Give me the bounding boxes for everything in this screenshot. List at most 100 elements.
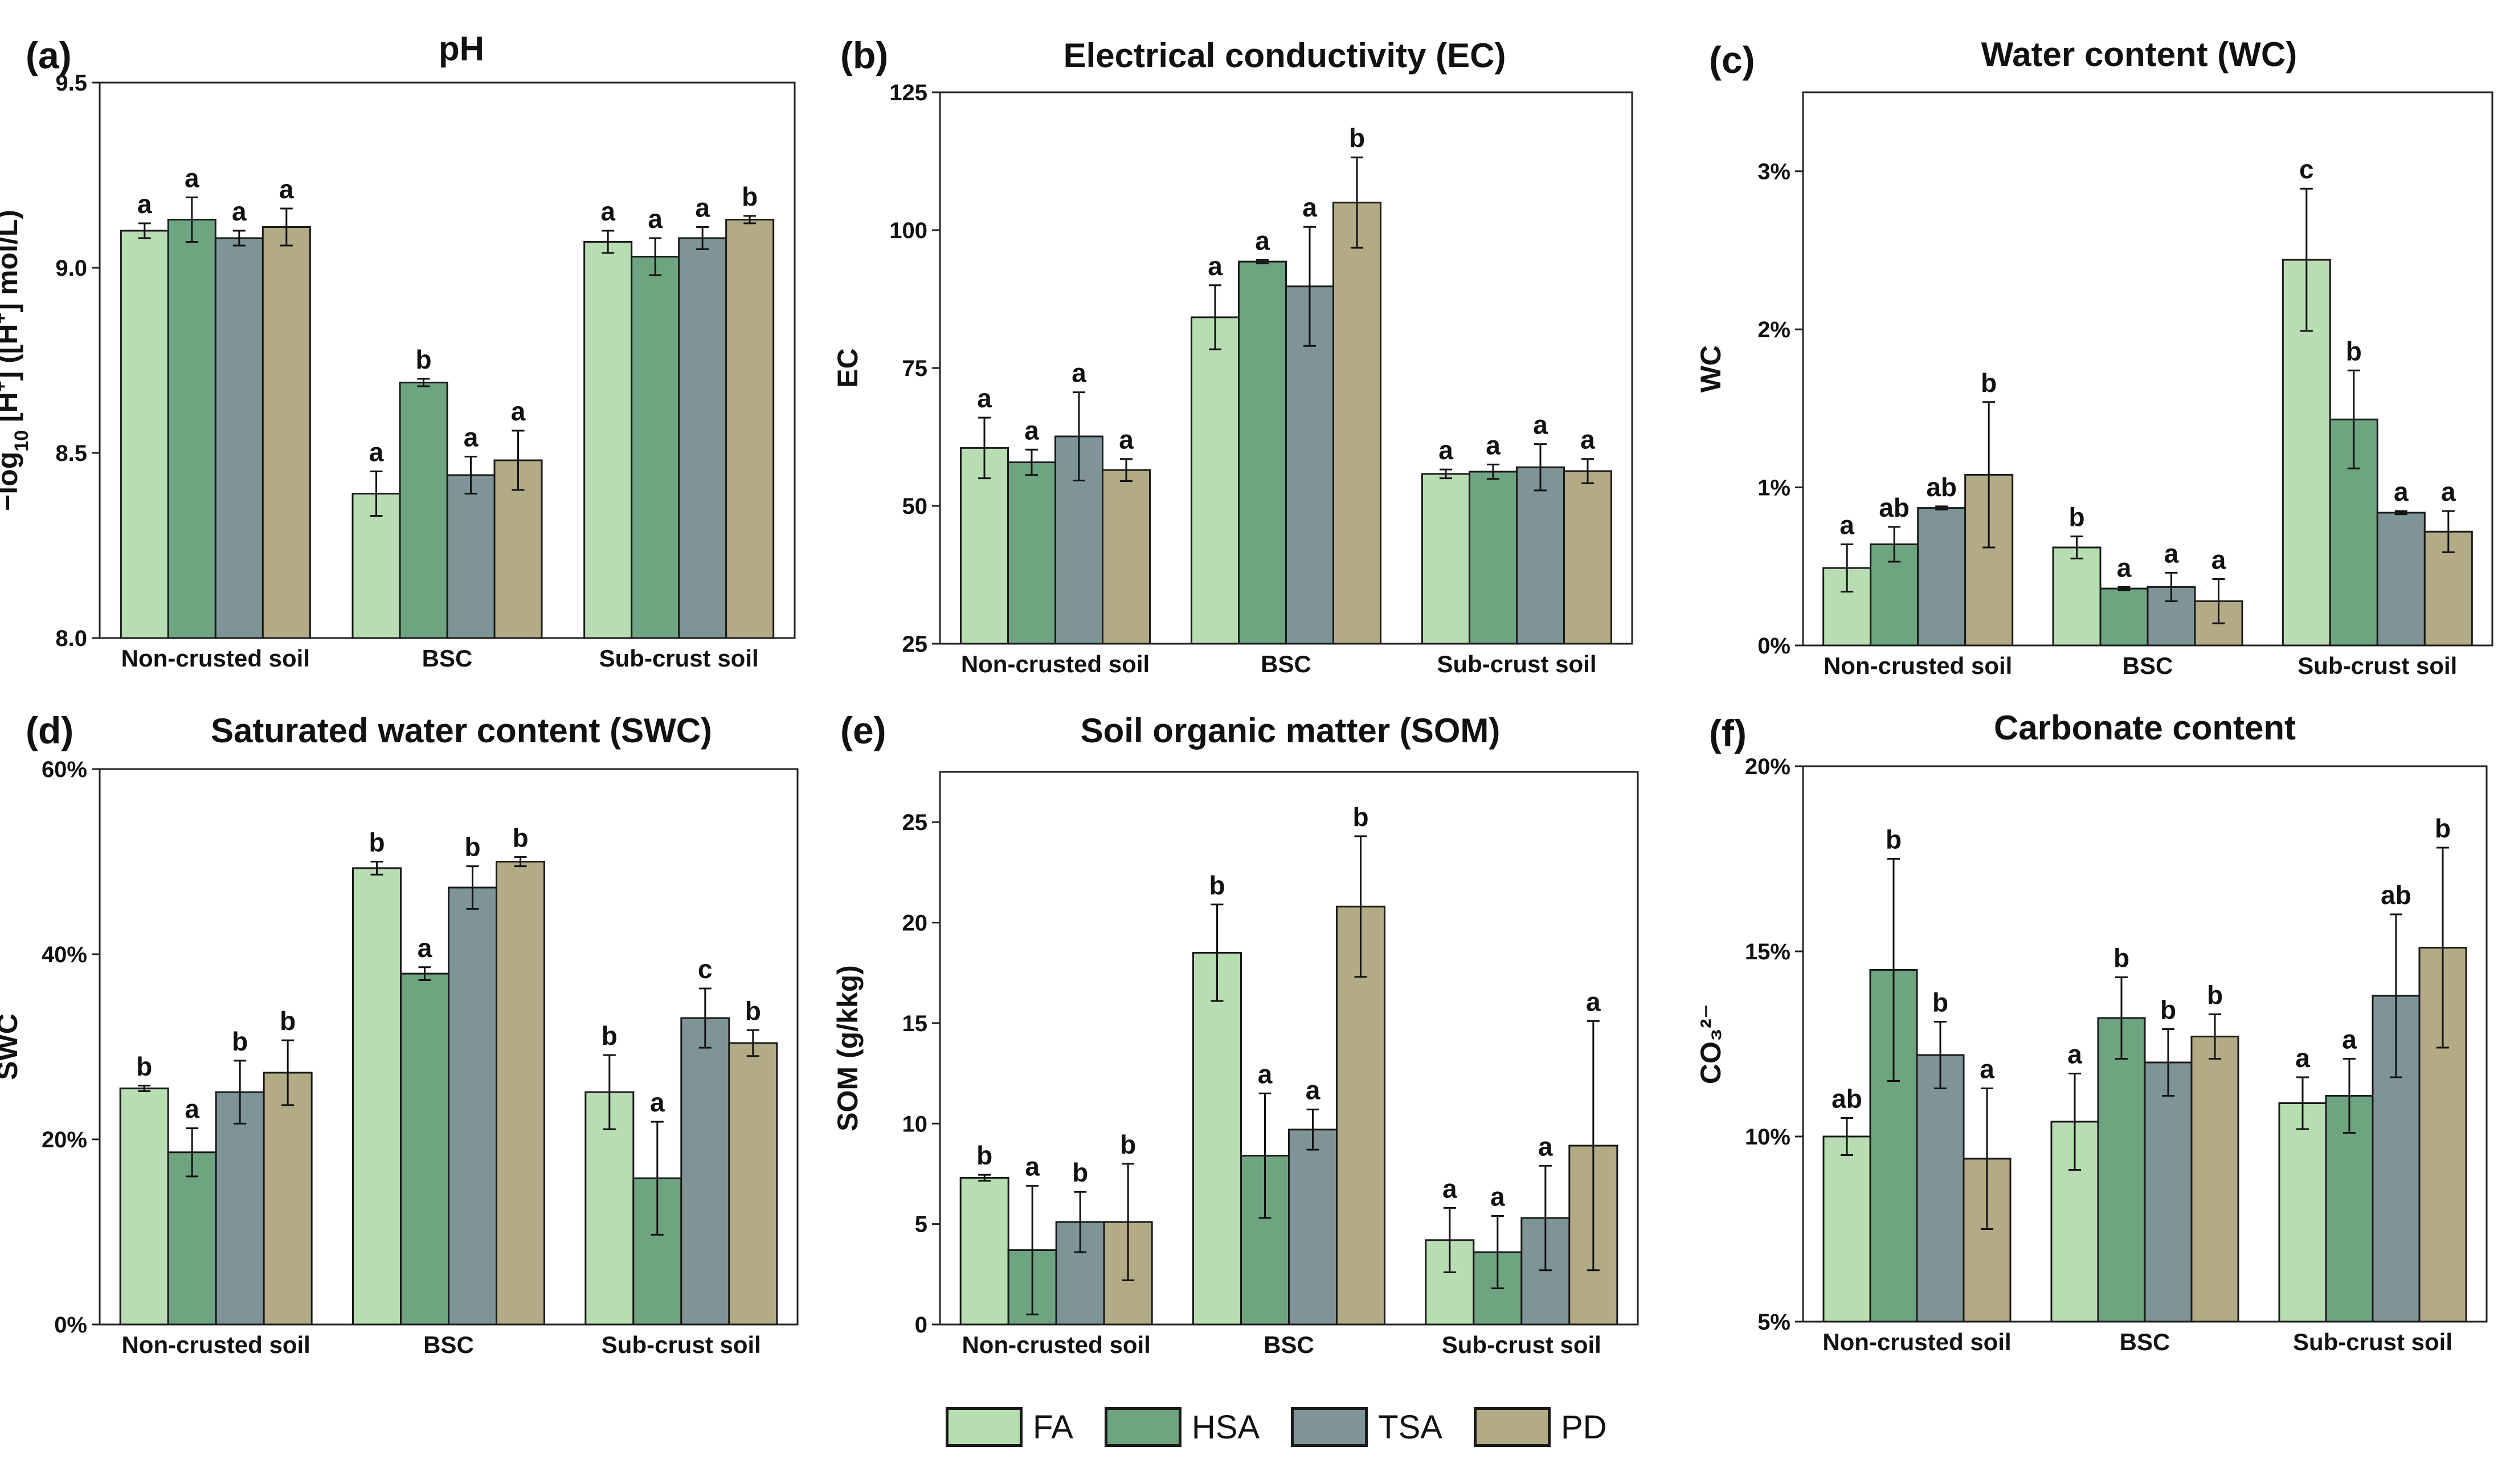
chart-title: pH (439, 30, 484, 68)
significance-letter: a (137, 189, 152, 219)
y-axis-label-part: [H (0, 392, 23, 430)
bar-pd (728, 1042, 778, 1326)
legend-item-fa: FA (946, 1407, 1073, 1447)
x-tick-label: BSC (1261, 651, 1311, 677)
bar-fa (351, 493, 401, 639)
bar-pd (1102, 469, 1151, 645)
bar-hsa (400, 972, 449, 1326)
y-tick-label: 0 (915, 1313, 927, 1338)
y-tick-label: 40% (42, 942, 87, 967)
bar-hsa (167, 1151, 217, 1326)
bar-pd (2190, 1036, 2239, 1323)
significance-letter: a (1302, 193, 1317, 222)
y-tick-label: 3% (1757, 160, 1790, 185)
x-tick-label: Non-crusted soil (962, 1331, 1150, 1358)
bar-tsa (2376, 512, 2426, 647)
chart-title: Water content (WC) (1981, 35, 2297, 73)
significance-letter: b (1120, 1130, 1136, 1159)
x-tick-label: BSC (422, 645, 473, 672)
x-tick-label: BSC (1264, 1331, 1314, 1358)
legend-swatch-tsa (1291, 1407, 1368, 1447)
significance-letter: b (2113, 943, 2129, 973)
chart-title: Saturated water content (SWC) (211, 712, 712, 750)
y-axis-label-part: + (0, 313, 11, 324)
significance-letter: a (600, 197, 615, 226)
significance-letter: a (1533, 410, 1548, 440)
bar-tsa (1288, 1129, 1338, 1326)
significance-letter: a (511, 396, 526, 426)
bar-fa (1421, 473, 1470, 645)
bar-fa (1822, 1135, 1871, 1323)
legend-swatch-fa (946, 1407, 1023, 1447)
chart-panel-6: (f) Carbonate content 5% 10% 15% 20% CO₃²⁻ Non-… (1695, 709, 2488, 1355)
bar-tsa (1917, 507, 1967, 647)
significance-letter: b (2160, 995, 2176, 1025)
legend-label-tsa: TSA (1378, 1408, 1442, 1446)
significance-letter: a (1258, 1059, 1273, 1089)
significance-letter: a (185, 1094, 199, 1124)
significance-letter: c (698, 954, 713, 984)
significance-letter: b (976, 1140, 992, 1170)
significance-letter: a (1306, 1076, 1320, 1105)
y-tick-label: 0% (1757, 633, 1790, 659)
y-tick-label: 20% (42, 1127, 87, 1152)
bar-fa (119, 1088, 169, 1326)
significance-letter: b (1209, 870, 1225, 900)
x-tick-label: BSC (423, 1331, 474, 1358)
bar-fa (1191, 316, 1240, 645)
y-axis-label-part: ] mol/L) (0, 210, 23, 313)
x-tick-label: Sub-crust soil (2297, 652, 2457, 679)
significance-letter: a (1255, 226, 1270, 255)
x-tick-label: Non-crusted soil (121, 645, 310, 672)
bar-fa (959, 1177, 1009, 1326)
y-axis-label: SWC (0, 1013, 23, 1080)
panel-label: (b) (840, 34, 888, 76)
significance-letter: b (464, 832, 480, 862)
significance-letter: ab (1879, 493, 1910, 522)
significance-letter: b (2435, 813, 2451, 843)
y-axis-label: CO₃²⁻ (1695, 1004, 1727, 1084)
significance-letter: b (2207, 980, 2223, 1010)
chart-panel-2: (b) Electrical conductivity (EC) 25 50 75 100… (832, 34, 1633, 677)
y-tick-label: 9.0 (55, 256, 87, 281)
significance-letter: a (1839, 510, 1854, 539)
significance-letter: a (695, 193, 710, 223)
significance-letter: b (742, 182, 758, 211)
legend-swatch-hsa (1104, 1407, 1182, 1447)
significance-letter: a (185, 163, 199, 193)
bar-tsa (446, 474, 496, 639)
significance-letter: a (977, 383, 992, 413)
bar-tsa (1916, 1054, 1965, 1323)
y-tick-label: 8.0 (55, 626, 87, 651)
y-tick-label: 20% (1745, 754, 1790, 779)
bar-pd (261, 226, 311, 639)
y-tick-label: 60% (42, 757, 87, 782)
chart-panel-1: (a)pH8.08.59.09.5−log10 [H+] ([H+] mol/L… (0, 30, 796, 672)
bar-hsa (2099, 587, 2149, 647)
significance-letter: a (2295, 1043, 2310, 1073)
y-axis-label: SOM (g/kkg) (832, 965, 864, 1131)
significance-letter: a (1580, 425, 1595, 455)
significance-letter: b (232, 1027, 248, 1056)
bar-fa (583, 241, 633, 639)
legend-item-tsa: TSA (1291, 1407, 1442, 1447)
chart-panel-3: (c) Water content (WC) 0% 1% 2% 3% WC Non-crust… (1695, 35, 2493, 679)
y-tick-label: 15% (1745, 939, 1790, 964)
panel-label: (f) (1709, 712, 1747, 754)
bar-fa (2052, 546, 2102, 647)
y-tick-label: 100 (889, 218, 927, 243)
significance-letter: ab (1831, 1084, 1862, 1114)
legend-item-pd: PD (1474, 1407, 1607, 1447)
significance-letter: a (1024, 415, 1039, 445)
y-axis-label-part: −log (0, 452, 23, 511)
significance-letter: a (369, 438, 384, 467)
chart-panel-4: (d) Saturated water content (SWC) 0% 20% 40%… (0, 709, 799, 1358)
significance-letter: ab (2381, 880, 2411, 910)
bar-tsa (678, 237, 727, 639)
y-tick-label: 0% (54, 1313, 87, 1338)
significance-letter: a (1490, 1182, 1505, 1212)
significance-letter: a (2342, 1025, 2357, 1054)
y-tick-label: 5% (1757, 1310, 1790, 1335)
y-tick-label: 1% (1757, 476, 1790, 501)
